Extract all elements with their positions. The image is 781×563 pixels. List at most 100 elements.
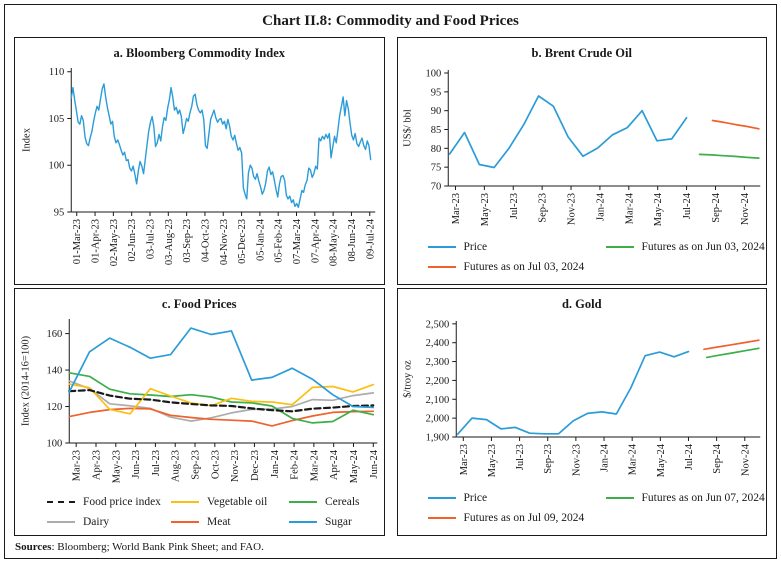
legend-item-food-price-index: Food price index — [47, 493, 171, 510]
legend-label: Price — [463, 240, 488, 253]
svg-text:100: 100 — [425, 69, 441, 80]
legend-swatch — [605, 245, 634, 248]
svg-text:Sep-23: Sep-23 — [543, 444, 554, 474]
sources-note: Sources: Bloomberg; World Bank Pink Shee… — [15, 541, 767, 553]
svg-text:Mar-23: Mar-23 — [458, 444, 469, 475]
svg-text:May-23: May-23 — [486, 444, 497, 477]
svg-text:03-Jul-23: 03-Jul-23 — [145, 219, 156, 259]
svg-text:Mar-24: Mar-24 — [627, 443, 638, 475]
legend-item-vegetable-oil: Vegetable oil — [171, 493, 289, 510]
panel-d-title: d. Gold — [561, 297, 602, 311]
svg-text:May-24: May-24 — [655, 443, 666, 477]
svg-text:07-Apr-24: 07-Apr-24 — [310, 218, 321, 263]
legend-label: Futures as on Jun 03, 2024 — [641, 240, 765, 253]
svg-text:Oct-23: Oct-23 — [210, 450, 221, 479]
panel-b-title: b. Brent Crude Oil — [531, 46, 632, 60]
svg-text:Mar-23: Mar-23 — [450, 193, 461, 224]
svg-text:Jan-24: Jan-24 — [599, 443, 610, 472]
svg-text:95: 95 — [54, 208, 65, 219]
svg-text:Aug-23: Aug-23 — [171, 450, 182, 482]
svg-text:Index: Index — [21, 127, 32, 152]
panel-b-legend: Price Futures as on Jun 03, 2024 Futures a… — [427, 238, 767, 275]
legend-label: Futures as on Jul 03, 2024 — [463, 260, 585, 273]
svg-text:Apr-23: Apr-23 — [91, 450, 102, 480]
legend-item-cereals: Cereals — [289, 493, 384, 510]
svg-text:2,500: 2,500 — [425, 319, 449, 330]
svg-text:110: 110 — [49, 67, 64, 78]
svg-text:03-Sep-23: 03-Sep-23 — [182, 219, 193, 263]
svg-text:2,000: 2,000 — [425, 414, 449, 425]
svg-text:Jul-23: Jul-23 — [151, 450, 162, 476]
svg-text:Sep-24: Sep-24 — [712, 443, 723, 473]
svg-text:Jun-24: Jun-24 — [369, 449, 380, 478]
svg-text:02-Jun-23: 02-Jun-23 — [127, 219, 138, 262]
panel-a-title: a. Bloomberg Commodity Index — [113, 46, 286, 60]
svg-text:2,200: 2,200 — [425, 376, 449, 387]
legend-label: Meat — [207, 515, 231, 528]
legend-label: Price — [463, 491, 488, 504]
svg-text:05-Dec-23: 05-Dec-23 — [237, 219, 248, 264]
sources-text: : Bloomberg; World Bank Pink Sheet; and … — [51, 541, 264, 553]
legend-swatch — [47, 500, 75, 503]
panel-bloomberg-commodity-index: a. Bloomberg Commodity Index 95 100 105 110… — [14, 37, 385, 285]
svg-text:04-Nov-23: 04-Nov-23 — [219, 219, 230, 265]
svg-text:May-24: May-24 — [349, 449, 360, 483]
svg-text:Feb-24: Feb-24 — [290, 449, 301, 479]
svg-text:08-May-24: 08-May-24 — [329, 218, 340, 266]
legend-swatch — [171, 500, 199, 503]
legend-item-futures-as-on-jun-03-2024: Futures as on Jun 03, 2024 — [605, 238, 767, 255]
svg-text:95: 95 — [430, 87, 441, 98]
panel-c-legend: Food price index Vegetable oil Cereals Dair… — [47, 493, 384, 530]
svg-text:Dec-23: Dec-23 — [250, 450, 261, 481]
svg-text:Mar-24: Mar-24 — [624, 192, 635, 224]
legend-swatch — [427, 245, 456, 248]
svg-text:Jul-24: Jul-24 — [683, 443, 694, 470]
svg-text:85: 85 — [430, 125, 441, 136]
panel-food-prices: c. Food Prices 100 120 140 160 Mar-23 Apr-23 M… — [14, 288, 385, 536]
sources-label: Sources — [15, 541, 52, 553]
legend-item-price: Price — [427, 238, 606, 255]
svg-text:05-Feb-24: 05-Feb-24 — [274, 218, 285, 262]
svg-text:2,100: 2,100 — [425, 395, 449, 406]
svg-text:75: 75 — [430, 163, 441, 174]
svg-text:Nov-23: Nov-23 — [566, 193, 577, 225]
svg-text:May-23: May-23 — [111, 450, 122, 483]
svg-text:Jul-24: Jul-24 — [682, 192, 693, 219]
svg-text:105: 105 — [49, 114, 65, 125]
panel-a-chart: 95 100 105 110 01-Mar-23 01-Apr-23 02-May-23 02… — [21, 67, 376, 266]
svg-text:Apr-24: Apr-24 — [329, 449, 340, 480]
svg-text:120: 120 — [47, 402, 63, 413]
svg-text:Nov-23: Nov-23 — [230, 450, 241, 482]
svg-text:140: 140 — [47, 366, 63, 377]
svg-text:2,300: 2,300 — [425, 357, 449, 368]
legend-label: Cereals — [325, 495, 360, 508]
legend-label: Dairy — [83, 515, 110, 528]
panel-b-chart: 70 75 80 85 90 95 100 Mar-23 May-23 Jul-23 Sep-23 N… — [402, 69, 760, 226]
legend-item-sugar: Sugar — [289, 513, 384, 530]
svg-text:Jan-24: Jan-24 — [595, 192, 606, 221]
chart-figure: Chart II.8: Commodity and Food Prices a.… — [4, 4, 777, 559]
legend-swatch — [289, 520, 317, 523]
legend-item-meat: Meat — [171, 513, 289, 530]
svg-text:May-23: May-23 — [479, 193, 490, 226]
legend-label: Futures as on Jun 07, 2024 — [641, 491, 765, 504]
svg-text:$/troy oz: $/troy oz — [402, 360, 413, 398]
svg-text:Sep-23: Sep-23 — [191, 450, 202, 480]
svg-text:05-Jan-24: 05-Jan-24 — [255, 218, 266, 261]
legend-item-dairy: Dairy — [47, 513, 171, 530]
svg-text:Nov-24: Nov-24 — [740, 443, 751, 476]
legend-item-futures-as-on-jul-09-2024: Futures as on Jul 09, 2024 — [427, 509, 606, 526]
panels-grid: a. Bloomberg Commodity Index 95 100 105 110… — [14, 37, 767, 536]
svg-text:01-Mar-23: 01-Mar-23 — [72, 219, 83, 264]
panel-d-legend: Price Futures as on Jun 07, 2024 Futures a… — [427, 489, 767, 526]
svg-text:90: 90 — [430, 106, 441, 117]
svg-text:2,400: 2,400 — [425, 338, 449, 349]
legend-swatch — [605, 496, 634, 499]
legend-item-price: Price — [427, 489, 606, 506]
svg-text:Sep-23: Sep-23 — [537, 193, 548, 223]
panel-c-title: c. Food Prices — [161, 297, 237, 311]
svg-text:US$/ bbl: US$/ bbl — [402, 109, 413, 147]
svg-text:Sep-24: Sep-24 — [710, 192, 721, 222]
svg-text:02-May-23: 02-May-23 — [109, 219, 120, 266]
legend-item-futures-as-on-jul-03-2024: Futures as on Jul 03, 2024 — [427, 258, 606, 275]
